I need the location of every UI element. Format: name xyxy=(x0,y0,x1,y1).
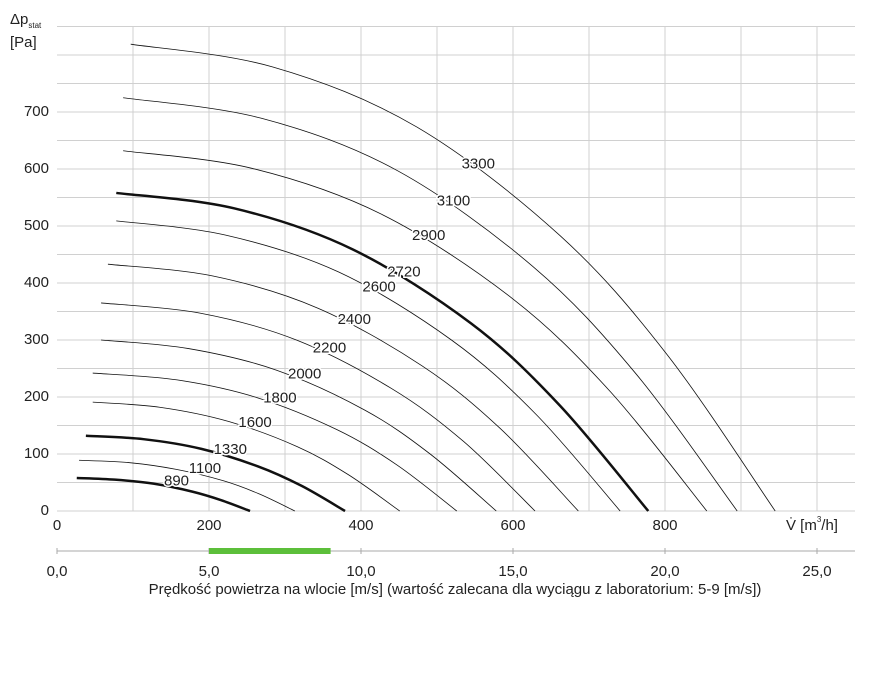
curve-label: 2720 xyxy=(387,264,420,281)
curve xyxy=(79,459,296,512)
x2-tick-label: 25,0 xyxy=(802,563,831,580)
y-tick-label: 200 xyxy=(24,388,49,405)
y-tick-label: 100 xyxy=(24,445,49,462)
y-tick-label: 300 xyxy=(24,331,49,348)
x-label-end: /h] xyxy=(821,517,838,534)
curve-label: 2900 xyxy=(412,227,445,244)
x2-tick-label: 20,0 xyxy=(650,563,679,580)
x-tick-label: 400 xyxy=(348,517,373,534)
x-tick-label: 800 xyxy=(652,517,677,534)
y-label: Δpstat xyxy=(10,11,42,30)
y-tick-label: 500 xyxy=(24,217,49,234)
curve-label: 1100 xyxy=(189,460,221,477)
curve-label: 890 xyxy=(164,473,189,490)
curve-label: 2400 xyxy=(338,311,371,328)
curve xyxy=(107,263,579,512)
y-unit: [Pa] xyxy=(10,34,37,51)
curve-label: 1330 xyxy=(214,441,247,458)
x-label: V̇ [m3/h] xyxy=(786,515,838,534)
recommended-range xyxy=(209,548,331,554)
x2-tick-label: 10,0 xyxy=(346,563,375,580)
curve-label: 3100 xyxy=(437,192,470,209)
curve-label: 1800 xyxy=(263,390,296,407)
curve xyxy=(92,372,458,512)
x2-tick-label: 15,0 xyxy=(498,563,527,580)
curve-label: 2600 xyxy=(362,279,395,296)
curve-label: 2200 xyxy=(313,339,346,356)
x2-label: Prędkość powietrza na wlocie [m/s] (wart… xyxy=(149,581,762,598)
curve xyxy=(130,43,776,512)
curve xyxy=(85,434,346,513)
y-tick-label: 400 xyxy=(24,274,49,291)
y-tick-label: 600 xyxy=(24,160,49,177)
y-tick-label: 700 xyxy=(24,103,49,120)
curve-label: 1600 xyxy=(238,414,271,431)
x-label-main: V̇ [m xyxy=(786,517,817,534)
curve xyxy=(123,97,738,512)
curve xyxy=(92,401,400,512)
x2-tick-label: 0,0 xyxy=(47,563,68,580)
curve xyxy=(76,476,251,513)
x2-tick-label: 5,0 xyxy=(199,563,220,580)
curve-label: 2000 xyxy=(288,366,321,383)
x-tick-label: 200 xyxy=(196,517,221,534)
y-tick-label: 0 xyxy=(41,502,49,519)
curve xyxy=(116,191,650,512)
x-tick-label: 0 xyxy=(53,517,61,534)
curve xyxy=(101,302,536,512)
y-label-main: Δp xyxy=(10,11,28,28)
curve-label: 3300 xyxy=(462,156,495,173)
curve xyxy=(123,150,708,512)
y-label-sub: stat xyxy=(28,21,42,30)
curve xyxy=(116,220,621,512)
x-tick-label: 600 xyxy=(500,517,525,534)
x-label-sup: 3 xyxy=(817,515,822,524)
curve xyxy=(101,339,497,512)
